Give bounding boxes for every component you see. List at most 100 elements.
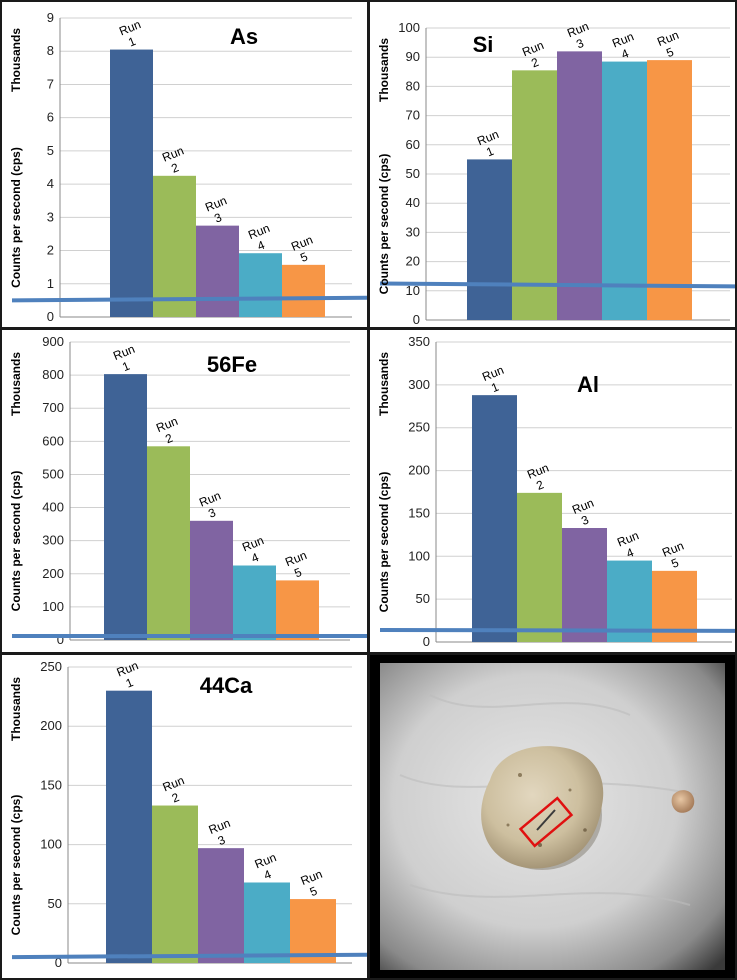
y-tick-label: 60 [406,137,420,152]
y-tick-label: 150 [408,505,430,520]
bar-run-5 [276,580,319,640]
y-tick-label: 9 [47,10,54,25]
y-unit-label: Thousands [9,352,23,416]
grain-speck [506,823,510,827]
bar-run-1 [467,159,512,320]
y-tick-label: 6 [47,110,54,125]
y-tick-label: 80 [406,78,420,93]
y-unit-label: Thousands [377,352,391,416]
chart-title: Si [473,32,494,57]
bar-label-number: 5 [669,555,681,571]
bar-run-3 [557,51,602,321]
y-axis-label: Counts per second (cps) [377,472,391,613]
laser-roi-box [518,796,574,848]
y-tick-label: 10 [406,283,420,298]
background-level-line [11,952,367,960]
sample-photo-drawing [370,655,735,978]
y-tick-label: 400 [42,500,64,515]
bar-label-number: 5 [298,249,310,265]
sample-photo [370,655,735,978]
y-unit-label: Thousands [9,677,23,741]
y-tick-label: 0 [55,955,62,970]
y-tick-label: 30 [406,224,420,239]
background-level-line [11,295,367,303]
y-tick-label: 0 [57,632,64,647]
bar-label-number: 2 [169,160,181,176]
y-tick-label: 250 [408,420,430,435]
y-axis-label: Counts per second (cps) [9,147,23,288]
chart-title: 56Fe [207,352,257,377]
bar-run-4 [602,61,647,321]
bar-run-4 [239,253,282,317]
y-tick-label: 0 [47,309,54,324]
bar-run-2 [153,175,196,317]
bar-label-number: 3 [212,210,224,226]
y-tick-label: 5 [47,143,54,158]
bar-label-number: 5 [664,45,676,61]
bar-label-number: 1 [120,359,132,375]
bar-label-number: 4 [624,545,636,561]
y-tick-label: 50 [406,166,420,181]
bar-label-number: 3 [579,512,591,528]
small-grain [671,790,695,813]
y-tick-label: 0 [423,634,430,649]
y-tick-label: 90 [406,49,420,64]
bar-label-number: 5 [292,565,304,581]
bar-label-number: 2 [529,55,541,71]
y-tick-label: 800 [42,367,64,382]
grain-speck [583,828,587,832]
bar-run-2 [517,492,562,642]
bar-run-1 [110,49,153,318]
bar-run-2 [152,805,198,963]
bar-label-number: 4 [619,46,631,62]
bar-label-number: 1 [489,380,501,396]
y-axis-label: Counts per second (cps) [377,154,391,295]
grain-speck [518,773,522,777]
bar-run-4 [244,882,290,963]
y-tick-label: 300 [408,377,430,392]
bar-label-number: 4 [249,550,261,566]
y-tick-label: 1 [47,276,54,291]
chart-panel-al: 0 50 100 150 200 250 300 350 Run 1 Run 2 Run 3 Run 4 Run… [370,330,735,652]
bar-run-5 [290,899,336,963]
bar-label-number: 4 [262,867,274,883]
grain-speck [538,843,542,847]
y-tick-label: 0 [413,312,420,327]
y-unit-label: Thousands [9,28,23,92]
y-tick-label: 50 [416,591,430,606]
y-tick-label: 100 [40,837,62,852]
bar-run-3 [196,225,239,317]
y-tick-label: 700 [42,400,64,415]
bar-run-3 [190,520,233,640]
background-level-line [379,628,735,633]
y-tick-label: 7 [47,76,54,91]
y-tick-label: 40 [406,195,420,210]
bar-label-number: 4 [255,238,267,254]
y-tick-label: 200 [42,566,64,581]
y-tick-label: 500 [42,466,64,481]
y-tick-label: 100 [398,20,420,35]
bar-run-1 [106,690,152,963]
bar-run-3 [562,528,607,642]
y-axis-label: Counts per second (cps) [9,795,23,936]
y-axis-label: Counts per second (cps) [9,471,23,612]
